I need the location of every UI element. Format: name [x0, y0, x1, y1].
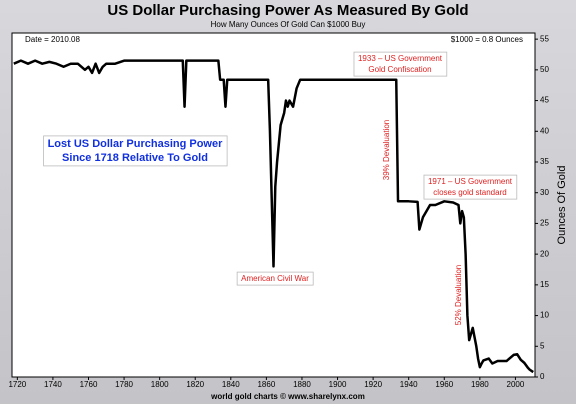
- x-tick-label: 1820: [186, 380, 204, 389]
- annotation: 39% Devaluation: [382, 120, 391, 180]
- x-tick-label: 1780: [115, 380, 133, 389]
- x-tick-label: 1760: [80, 380, 98, 389]
- annotation-box: [43, 135, 228, 167]
- x-tick-label: 1880: [293, 380, 311, 389]
- y-tick-label: 45: [540, 96, 549, 105]
- x-tick-label: 1740: [44, 380, 62, 389]
- x-tick-label: 1940: [400, 380, 418, 389]
- annotation: Lost US Dollar Purchasing Power: [48, 138, 224, 150]
- annotation: 52% Devaluation: [454, 265, 463, 325]
- annotation-box: [236, 271, 314, 286]
- annotation-box: [423, 174, 518, 200]
- y-tick-label: 10: [540, 311, 549, 320]
- y-tick-label: 50: [540, 65, 549, 74]
- annotation: Since 1718 Relative To Gold: [62, 152, 208, 164]
- x-tick-label: 1920: [364, 380, 382, 389]
- annotation: Gold Confiscation: [368, 65, 431, 74]
- chart-subtitle: How Many Ounces Of Gold Can $1000 Buy: [211, 20, 366, 29]
- x-tick-label: 1960: [435, 380, 453, 389]
- y-tick-label: 30: [540, 188, 549, 197]
- y-tick-label: 5: [540, 341, 545, 350]
- annotation: Date = 2010.08: [25, 35, 80, 44]
- x-tick-label: 1980: [471, 380, 489, 389]
- annotation: $1000 = 0.8 Ounces: [451, 35, 523, 44]
- annotation: American Civil War: [241, 274, 309, 283]
- y-tick-label: 55: [540, 34, 549, 43]
- x-tick-label: 1860: [257, 380, 275, 389]
- annotation: closes gold standard: [433, 188, 506, 197]
- y-tick-label: 25: [540, 219, 549, 228]
- x-tick-label: 1840: [222, 380, 240, 389]
- y-tick-label: 0: [540, 372, 545, 381]
- x-tick-label: 1900: [329, 380, 347, 389]
- annotation: 1933 – US Government: [358, 54, 443, 63]
- footer: world gold charts © www.sharelynx.com: [210, 392, 365, 401]
- y-axis-label: Ounces Of Gold: [556, 166, 568, 245]
- x-tick-label: 1720: [8, 380, 26, 389]
- x-tick-label: 2000: [507, 380, 525, 389]
- chart-title: US Dollar Purchasing Power As Measured B…: [107, 2, 468, 19]
- annotation: 1971 – US Government: [428, 177, 513, 186]
- x-tick-label: 1800: [151, 380, 169, 389]
- plot-area: [11, 32, 536, 378]
- data-line: [13, 59, 534, 374]
- y-tick-label: 40: [540, 126, 549, 135]
- y-tick-label: 20: [540, 249, 549, 258]
- y-tick-label: 15: [540, 280, 549, 289]
- y-tick-label: 35: [540, 157, 549, 166]
- annotation-box: [353, 51, 448, 77]
